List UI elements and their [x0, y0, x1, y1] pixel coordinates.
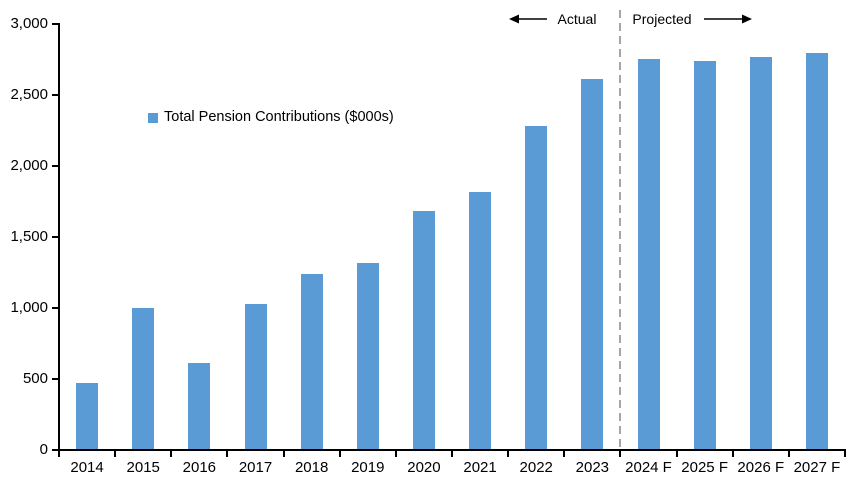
x-tick	[451, 451, 453, 457]
x-tick	[58, 451, 60, 457]
projected-annotation-label: Projected	[632, 11, 692, 27]
y-tick	[52, 307, 58, 309]
legend-marker-icon	[148, 112, 158, 123]
x-tick-label: 2026 F	[737, 459, 785, 476]
actual-projected-divider	[619, 10, 622, 450]
x-tick	[338, 451, 341, 457]
bar-2027-f	[805, 53, 828, 450]
x-tick	[619, 451, 622, 457]
y-tick-label: 0	[39, 441, 48, 458]
x-tick-label: 2024 F	[625, 459, 672, 476]
bar-2023	[581, 79, 604, 450]
x-axis-line	[53, 449, 846, 451]
bar-2025-f	[693, 61, 716, 450]
bar-2024-f	[637, 59, 660, 450]
y-axis-line	[58, 23, 60, 451]
y-tick-label: 1,500	[10, 228, 48, 245]
bar-2021	[469, 192, 492, 450]
x-tick	[731, 451, 734, 457]
y-tick	[52, 165, 58, 167]
x-tick-label: 2020	[407, 459, 441, 476]
x-tick-label: 2027 F	[793, 459, 841, 476]
bar-2020	[412, 211, 435, 450]
x-tick	[114, 451, 117, 457]
y-tick	[52, 94, 58, 96]
x-tick-label: 2019	[351, 459, 385, 476]
x-tick-label: 2023	[575, 459, 610, 476]
x-tick	[844, 451, 846, 457]
bar-2016	[188, 363, 211, 450]
bar-2015	[132, 308, 155, 450]
y-tick-label: 2,000	[10, 157, 48, 174]
bar-2014	[76, 383, 99, 450]
bar-2019	[356, 263, 379, 450]
bar-2022	[525, 126, 548, 450]
bar-2018	[300, 274, 323, 450]
x-tick-label: 2018	[294, 459, 329, 476]
x-tick	[226, 451, 229, 457]
y-tick	[52, 23, 58, 25]
x-tick	[170, 451, 173, 457]
x-tick-label: 2021	[463, 459, 497, 476]
bar-2017	[244, 304, 267, 450]
actual-arrow-left-icon	[509, 14, 547, 24]
x-tick-label: 2015	[126, 459, 160, 476]
legend-label: Total Pension Contributions ($000s)	[164, 109, 394, 125]
x-tick	[563, 451, 566, 457]
x-tick	[675, 451, 678, 457]
x-tick	[507, 451, 510, 457]
bar-2026-f	[749, 57, 772, 450]
x-tick-label: 2022	[519, 459, 553, 476]
x-tick-label: 2017	[238, 459, 273, 476]
y-tick-label: 500	[22, 370, 48, 387]
x-tick	[394, 451, 397, 457]
y-tick	[52, 236, 58, 238]
y-tick	[52, 378, 58, 380]
x-tick-label: 2016	[182, 459, 217, 476]
x-tick-label: 2014	[70, 459, 104, 476]
x-tick-label: 2025 F	[681, 459, 728, 476]
actual-annotation-label: Actual	[557, 11, 597, 27]
y-tick-label: 1,000	[10, 299, 48, 316]
projected-arrow-right-icon	[704, 14, 752, 24]
y-tick-label: 2,500	[10, 86, 48, 103]
x-tick	[282, 451, 285, 457]
y-tick	[52, 449, 58, 451]
x-tick	[787, 451, 790, 457]
legend: Total Pension Contributions ($000s)	[148, 109, 394, 126]
y-tick-label: 3,000	[10, 15, 48, 32]
